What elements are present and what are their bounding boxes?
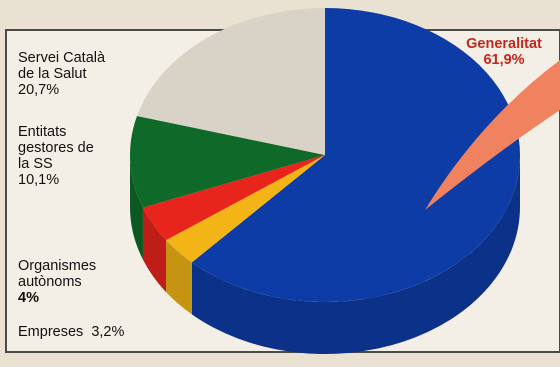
pie-top xyxy=(130,8,520,302)
pie-slice-1 xyxy=(166,155,325,263)
label-empreses: Empreses 3,2% xyxy=(18,324,124,340)
organismes-label-line1: Organismes xyxy=(18,258,97,274)
pie-side-1-0 xyxy=(166,240,192,315)
pie-side-3-0 xyxy=(130,155,143,260)
label-generalitat: Generalitat 61,9% xyxy=(452,36,556,68)
organismes-value: 4% xyxy=(18,290,39,306)
entitats-label-line2: gestores de xyxy=(18,140,94,156)
servei-label-line2: de la Salut xyxy=(18,66,87,82)
label-organismes-autonoms: Organismes autònoms 4% xyxy=(18,258,96,306)
pie-side-0-0 xyxy=(191,155,520,354)
pie-slice-2 xyxy=(142,155,325,241)
generalitat-callout-wedge xyxy=(425,60,560,210)
pie-side-2-0 xyxy=(142,207,167,293)
pie-slice-3 xyxy=(130,115,325,208)
servei-label-line1: Servei Català xyxy=(18,50,106,66)
servei-value: 20,7% xyxy=(18,82,60,98)
empreses-label: Empreses xyxy=(18,324,84,340)
entitats-value: 10,1% xyxy=(18,172,60,188)
entitats-label-line3: la SS xyxy=(18,156,53,172)
empreses-value: 3,2% xyxy=(91,324,125,340)
label-servei-catala: Servei Català de la Salut 20,7% xyxy=(18,50,105,98)
organismes-label-line2: autònoms xyxy=(18,274,82,290)
pie-sides xyxy=(130,155,520,354)
generalitat-value: 61,9% xyxy=(483,52,525,68)
entitats-label-line1: Entitats xyxy=(18,124,67,140)
label-entitats-gestores: Entitats gestores de la SS 10,1% xyxy=(18,124,94,188)
pie-slice-4 xyxy=(137,8,325,155)
generalitat-label: Generalitat xyxy=(466,36,542,52)
pie-slice-0 xyxy=(191,8,520,302)
